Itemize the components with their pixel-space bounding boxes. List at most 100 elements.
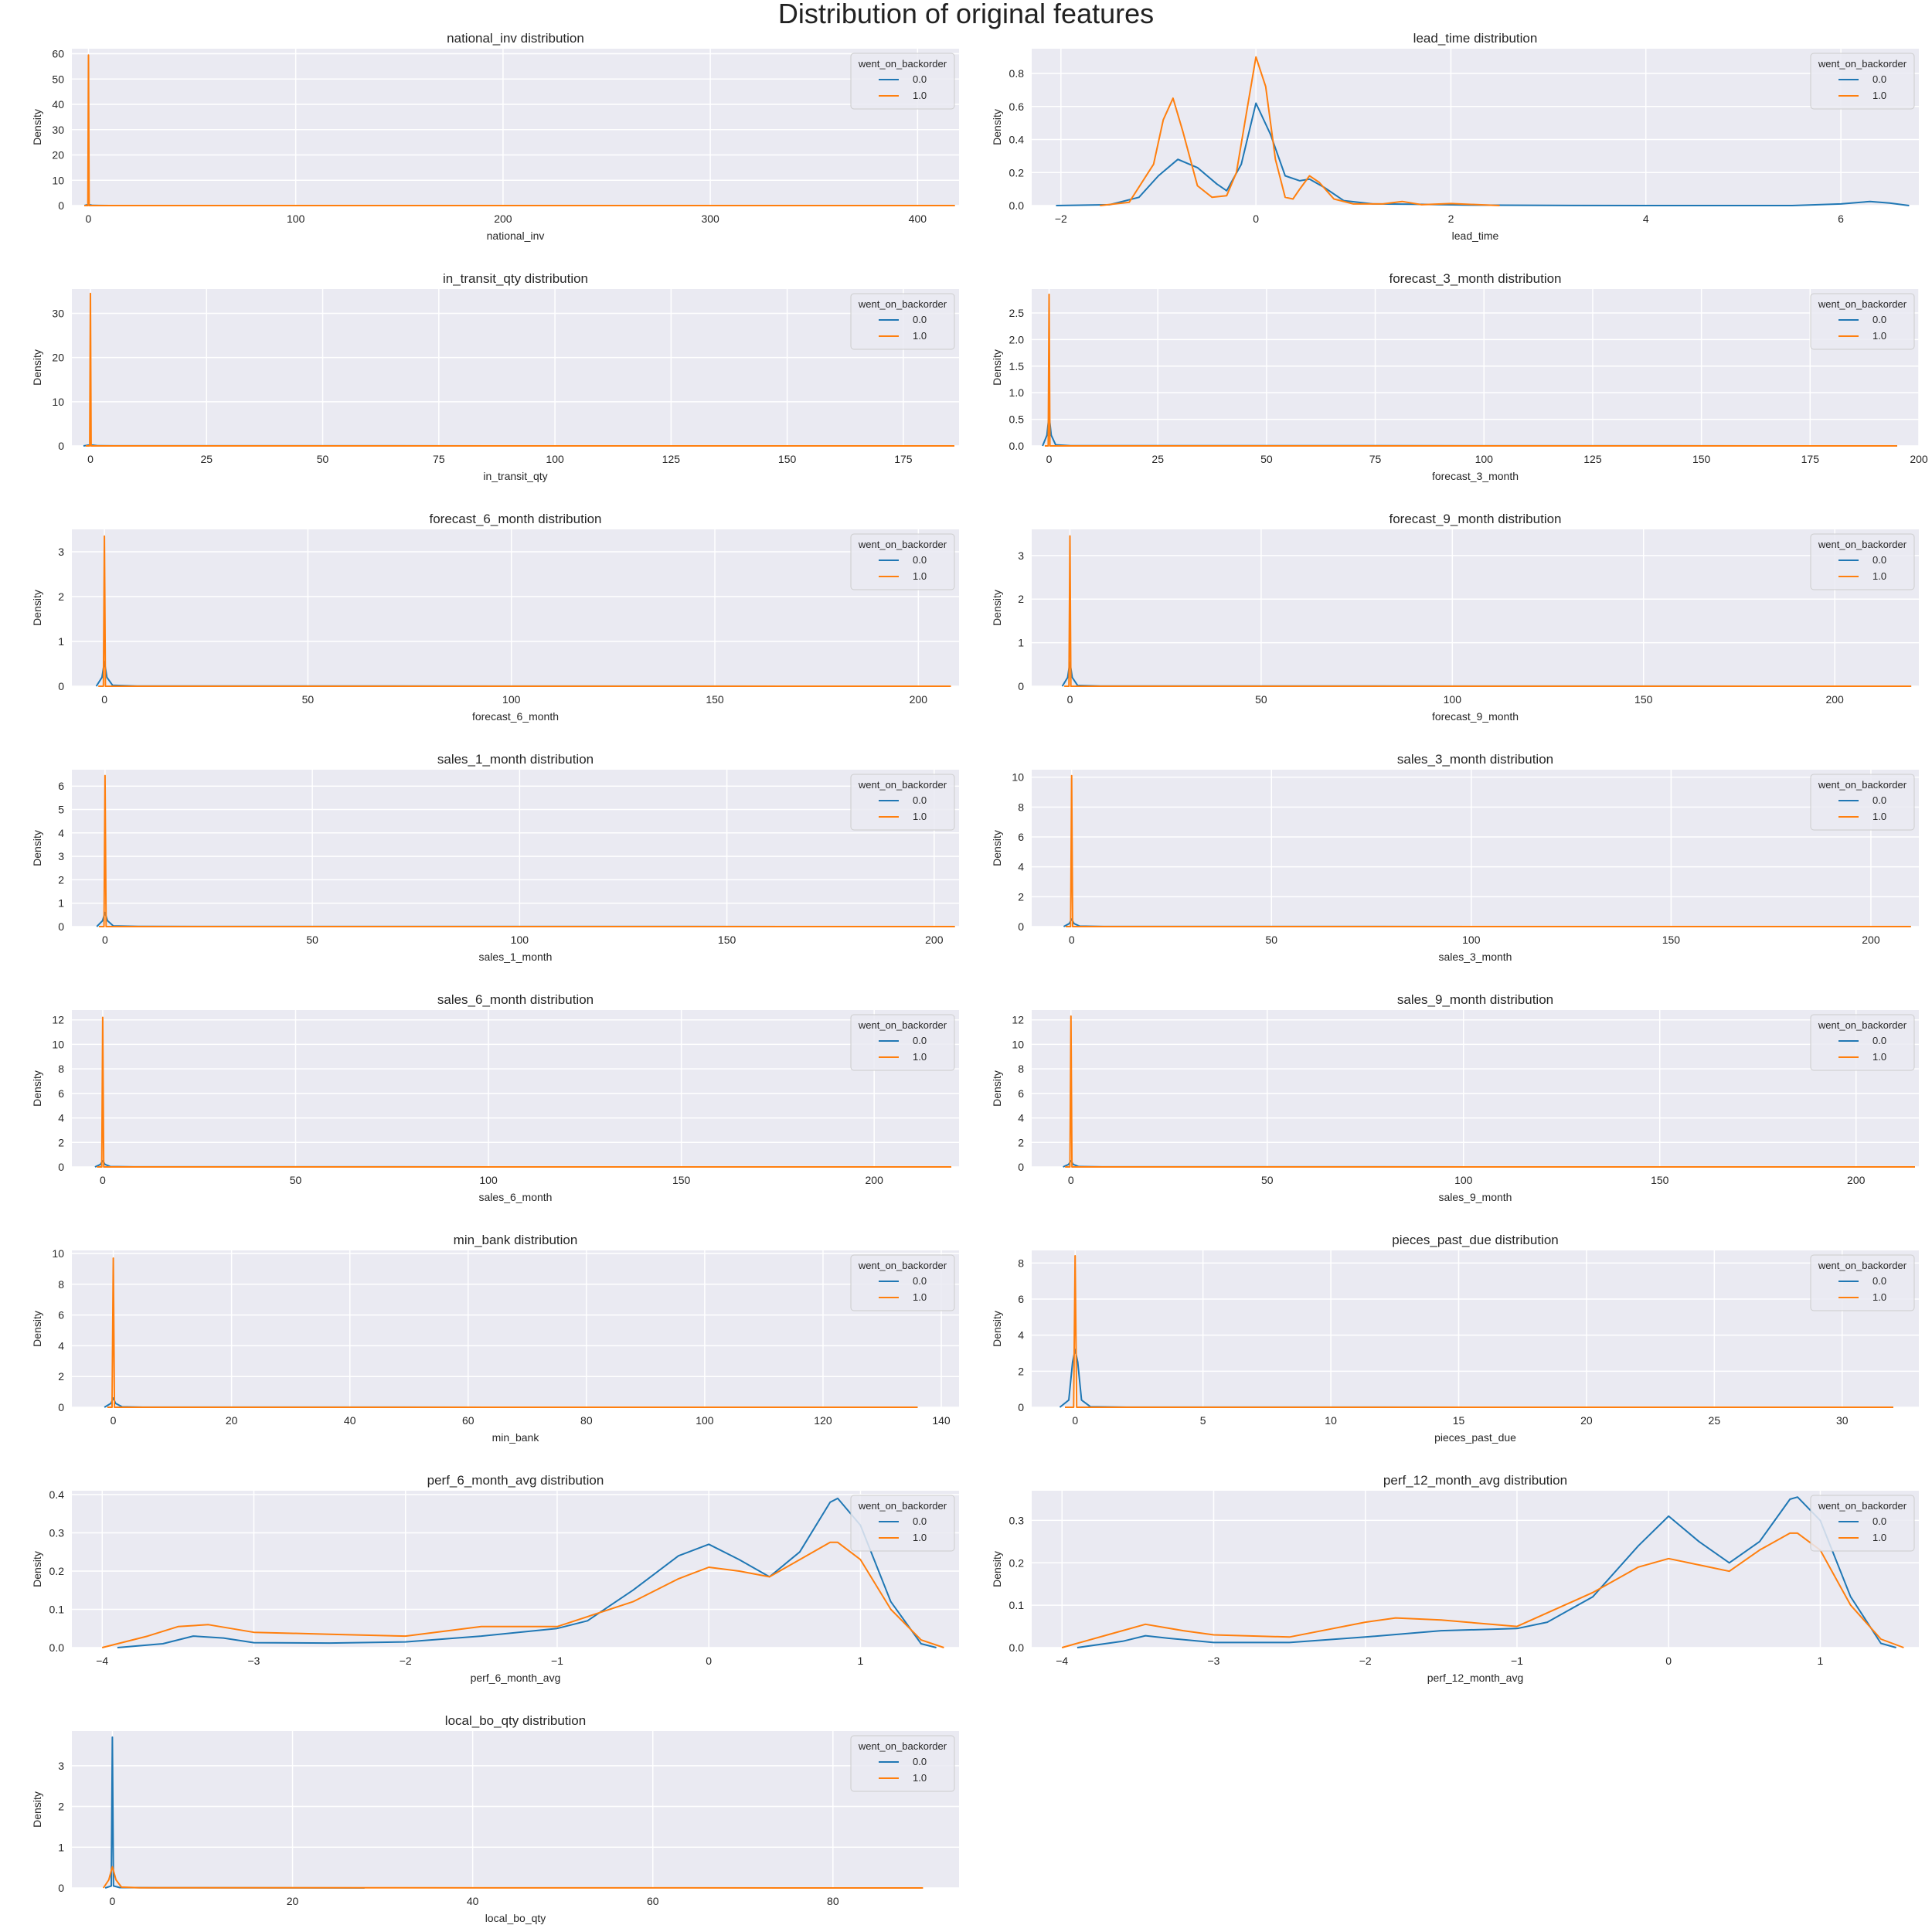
y-axis-label: Density <box>31 590 43 626</box>
y-tick-label: 0.3 <box>49 1526 65 1539</box>
y-tick-label: 0 <box>58 1401 64 1413</box>
y-tick-label: 8 <box>1018 1257 1024 1269</box>
x-tick-label: 150 <box>1634 693 1653 706</box>
y-tick-label: 2 <box>58 590 64 603</box>
x-tick-label: 200 <box>494 213 512 225</box>
legend: went_on_backorder 0.0 1.0 <box>1810 293 1915 350</box>
legend-entry-label: 0.0 <box>1872 314 1886 325</box>
y-tick-label: 8 <box>1018 1063 1024 1075</box>
y-tick-label: 8 <box>1018 801 1024 813</box>
y-tick-label: 0.1 <box>49 1603 65 1615</box>
x-tick-label: 20 <box>1580 1414 1593 1427</box>
y-tick-label: 2 <box>1018 593 1024 605</box>
legend: went_on_backorder 0.0 1.0 <box>850 533 955 590</box>
subplot-sales-9-month: 0 50 100 150 200 0 2 4 6 8 10 12 sales_9_month distr… <box>991 992 1919 1203</box>
x-tick-label: −3 <box>1208 1655 1220 1667</box>
legend-entry-label: 1.0 <box>1872 1532 1886 1543</box>
legend-title: went_on_backorder <box>858 58 947 70</box>
series-line-1-0 <box>101 1541 944 1648</box>
y-tick-label: 2.5 <box>1009 307 1025 319</box>
x-tick-label: 150 <box>1651 1174 1669 1186</box>
x-tick-label: 200 <box>1862 934 1880 946</box>
legend-entry-label: 0.0 <box>913 794 927 806</box>
x-axis-label: perf_12_month_avg <box>1427 1672 1524 1684</box>
subplot-perf-12-month-avg: −4 −3 −2 −1 0 1 0.0 0.1 0.2 0.3 perf_12_month_avg … <box>991 1473 1919 1684</box>
y-tick-label: 1.0 <box>1009 386 1025 399</box>
x-tick-label: 100 <box>1444 693 1462 706</box>
x-tick-label: 100 <box>1462 934 1481 946</box>
y-tick-label: 0.2 <box>49 1565 65 1577</box>
y-tick-label: 0.3 <box>1009 1514 1025 1526</box>
y-tick-label: 6 <box>1018 1087 1024 1100</box>
x-tick-label: 150 <box>1692 453 1711 465</box>
legend-box <box>850 1014 955 1071</box>
subplot-title: sales_6_month distribution <box>437 992 594 1007</box>
x-tick-label: 0 <box>102 934 108 946</box>
x-tick-label: −1 <box>1511 1655 1523 1667</box>
legend: went_on_backorder 0.0 1.0 <box>1810 774 1915 831</box>
legend-entry-label: 0.0 <box>1872 1035 1886 1046</box>
y-tick-label: 0 <box>58 680 64 692</box>
legend-title: went_on_backorder <box>858 1500 947 1512</box>
legend-box <box>1810 293 1915 350</box>
y-tick-label: 0.2 <box>1009 1556 1025 1569</box>
x-tick-label: 20 <box>226 1414 238 1427</box>
x-tick-label: −2 <box>1359 1655 1372 1667</box>
y-axis-label: Density <box>31 1551 43 1587</box>
x-tick-label: −2 <box>400 1655 412 1667</box>
series-line-1-0 <box>1065 1015 1915 1168</box>
subplot-sales-3-month: 0 50 100 150 200 0 2 4 6 8 10 sales_3_month distrib… <box>991 752 1919 963</box>
x-tick-label: 125 <box>1583 453 1602 465</box>
legend: went_on_backorder 0.0 1.0 <box>1810 1495 1915 1552</box>
x-axis-label: perf_6_month_avg <box>471 1672 561 1684</box>
y-tick-label: 0.0 <box>49 1641 65 1654</box>
x-tick-label: 40 <box>467 1895 479 1907</box>
legend-title: went_on_backorder <box>858 1740 947 1752</box>
y-tick-label: 2 <box>1018 1136 1024 1148</box>
y-tick-label: 3 <box>58 546 64 558</box>
y-tick-label: 4 <box>58 1112 64 1124</box>
x-axis-label: sales_9_month <box>1439 1191 1512 1203</box>
y-tick-label: 0 <box>58 1161 64 1173</box>
subplot-title: forecast_3_month distribution <box>1389 271 1561 286</box>
x-axis-label: lead_time <box>1452 230 1499 242</box>
x-axis-label: min_bank <box>492 1431 540 1444</box>
y-axis-label: Density <box>991 590 1003 626</box>
legend-entry-label: 0.0 <box>913 1035 927 1046</box>
subplot-forecast-9-month: 0 50 100 150 200 0 1 2 3 forecast_9_month distrib… <box>991 512 1919 723</box>
y-axis-label: Density <box>31 830 43 866</box>
legend-title: went_on_backorder <box>858 779 947 791</box>
y-tick-label: 1 <box>58 635 64 648</box>
y-axis-label: Density <box>31 1070 43 1107</box>
y-tick-label: 3 <box>58 1760 64 1772</box>
series-line-1-0 <box>1100 56 1500 206</box>
legend-title: went_on_backorder <box>858 539 947 550</box>
x-tick-label: 100 <box>546 453 564 465</box>
legend-box <box>850 293 955 350</box>
x-tick-label: 0 <box>86 213 92 225</box>
subplot-title: forecast_9_month distribution <box>1389 512 1561 526</box>
y-tick-label: 50 <box>52 73 64 85</box>
legend-entry-label: 0.0 <box>913 73 927 85</box>
y-tick-label: 1 <box>58 1841 64 1853</box>
legend-entry-label: 0.0 <box>1872 1515 1886 1527</box>
series-line-1-0 <box>98 535 951 687</box>
y-tick-label: 0.0 <box>1009 199 1025 212</box>
x-tick-label: 50 <box>1265 934 1277 946</box>
x-tick-label: 15 <box>1453 1414 1465 1427</box>
x-tick-label: 150 <box>1662 934 1681 946</box>
x-tick-label: 200 <box>910 693 928 706</box>
y-tick-label: 2 <box>1018 890 1024 903</box>
x-tick-label: 0 <box>87 453 94 465</box>
x-tick-label: −4 <box>96 1655 108 1667</box>
subplot-forecast-6-month: 0 50 100 150 200 0 1 2 3 forecast_6_month distrib… <box>31 512 959 723</box>
y-tick-label: 2 <box>1018 1365 1024 1377</box>
legend-entry-label: 1.0 <box>1872 90 1886 101</box>
x-tick-label: 50 <box>302 693 315 706</box>
legend: went_on_backorder 0.0 1.0 <box>1810 1014 1915 1071</box>
subplot-min-bank: 0 20 40 60 80 100 120 140 0 2 4 6 8 10 min_bank distri… <box>31 1233 959 1444</box>
y-tick-label: 0 <box>58 1882 64 1894</box>
x-tick-label: 0 <box>1072 1414 1078 1427</box>
series-line-0-0 <box>117 1497 937 1648</box>
subplot-forecast-3-month: 0 25 50 75 100 125 150 175 200 0.0 0.5 1.0 1.5 2.0 2.5… <box>991 271 1928 482</box>
